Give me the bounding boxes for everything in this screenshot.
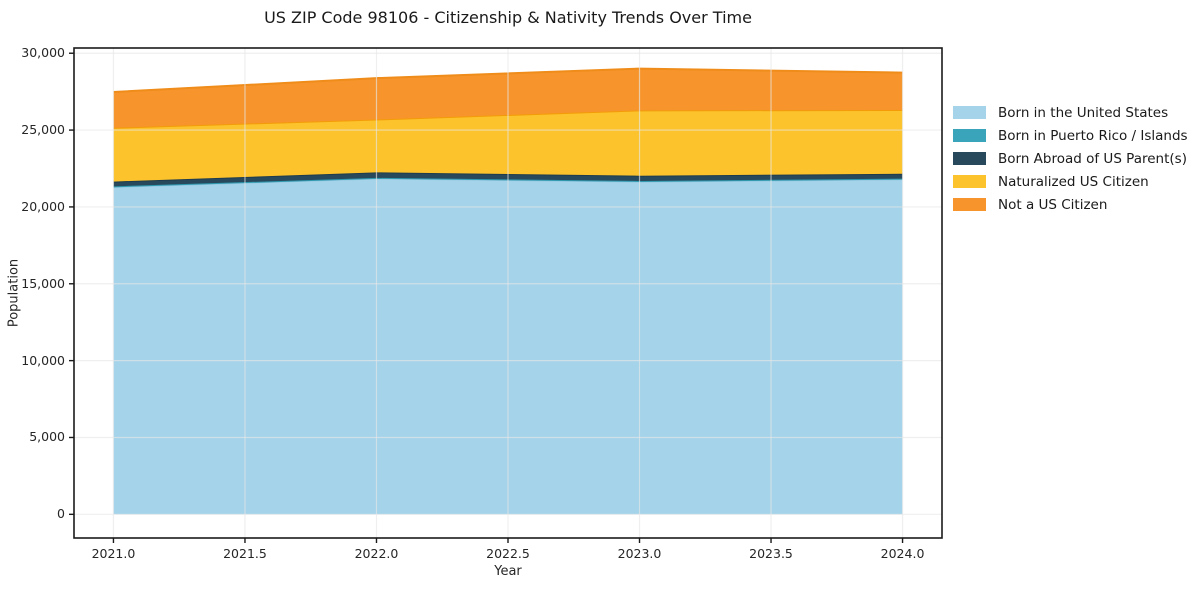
y-tick-label: 10,000	[21, 352, 65, 368]
legend-label: Naturalized US Citizen	[998, 173, 1149, 190]
y-tick-label: 0	[57, 506, 65, 522]
chart-title: US ZIP Code 98106 - Citizenship & Nativi…	[264, 8, 752, 27]
y-tick-label: 30,000	[21, 45, 65, 61]
legend: Born in the United States Born in Puerto …	[953, 104, 1188, 221]
y-tick-label: 25,000	[21, 122, 65, 138]
legend-item: Not a US Citizen	[953, 196, 1188, 213]
y-axis-label: Population	[6, 258, 22, 328]
legend-swatch-icon	[953, 198, 986, 211]
legend-item: Born in Puerto Rico / Islands	[953, 127, 1188, 144]
legend-label: Born in the United States	[998, 104, 1169, 121]
y-tick-label: 5,000	[29, 429, 65, 445]
x-tick-label: 2023.0	[617, 546, 662, 561]
x-tick-label: 2023.5	[749, 546, 793, 561]
x-tick-label: 2022.5	[486, 546, 530, 561]
x-axis-label: Year	[494, 564, 522, 579]
x-tick-label: 2021.5	[223, 546, 267, 561]
legend-label: Not a US Citizen	[998, 196, 1108, 213]
legend-label: Born Abroad of US Parent(s)	[998, 150, 1187, 167]
x-tick-label: 2024.0	[880, 546, 925, 561]
stacked-area-chart	[69, 47, 943, 543]
x-tick-label: 2022.0	[354, 546, 399, 561]
y-tick-label: 15,000	[21, 275, 65, 291]
legend-swatch-icon	[953, 106, 986, 119]
legend-swatch-icon	[953, 129, 986, 142]
plot-area	[69, 47, 943, 543]
legend-swatch-icon	[953, 152, 986, 165]
legend-item: Naturalized US Citizen	[953, 173, 1188, 190]
y-tick-label: 20,000	[21, 198, 65, 214]
legend-item: Born in the United States	[953, 104, 1188, 121]
legend-swatch-icon	[953, 175, 986, 188]
legend-item: Born Abroad of US Parent(s)	[953, 150, 1188, 167]
legend-label: Born in Puerto Rico / Islands	[998, 127, 1188, 144]
x-tick-label: 2021.0	[91, 546, 136, 561]
